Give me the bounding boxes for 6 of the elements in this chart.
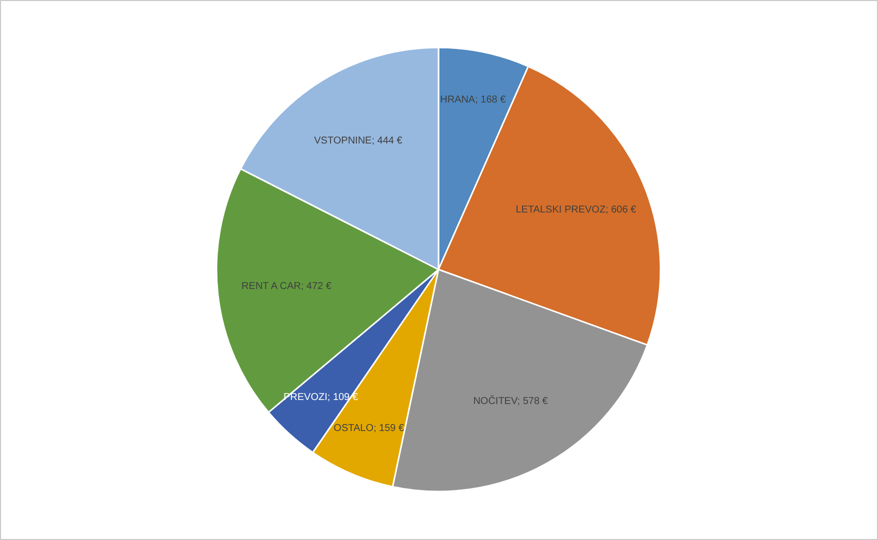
slice-label: RENT A CAR; 472 € xyxy=(242,281,332,292)
slice-label: HRANA; 168 € xyxy=(440,94,506,106)
slice-label: VSTOPNINE; 444 € xyxy=(314,135,403,146)
slice-label: OSTALO; 159 € xyxy=(334,423,405,434)
slice-label: LETALSKI PREVOZ; 606 € xyxy=(516,204,637,216)
slice-label: NOČITEV; 578 € xyxy=(473,394,548,407)
